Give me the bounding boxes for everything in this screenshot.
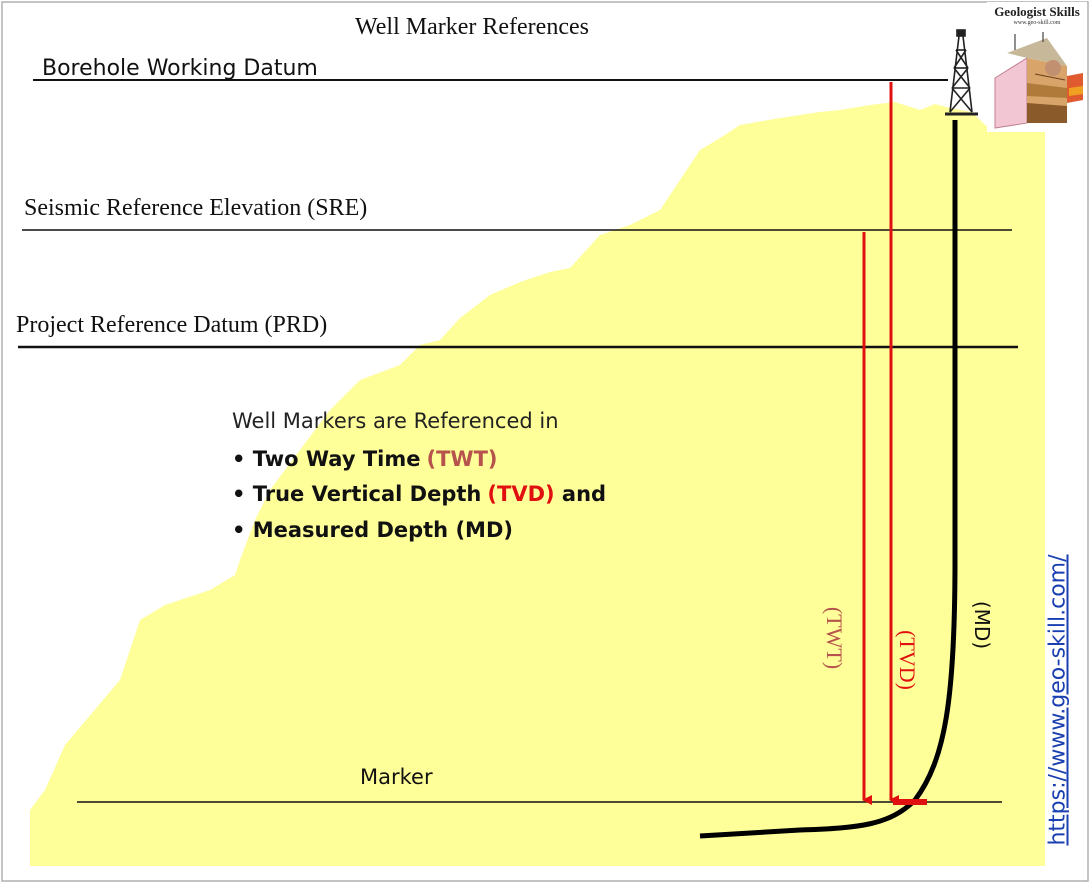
info-tvd-text: True Vertical Depth (253, 482, 482, 506)
logo-title: Geologist Skills (994, 4, 1080, 19)
marker-label: Marker (360, 765, 433, 789)
geo-skill-link[interactable]: https://www.geo-skill.com/ (1045, 554, 1071, 846)
info-item-twt: • Two Way Time (TWT) (232, 447, 498, 471)
derrick-icon (945, 29, 978, 116)
info-item-md: • Measured Depth (MD) (232, 518, 513, 542)
sre-label: Seismic Reference Elevation (SRE) (24, 195, 367, 221)
diagram-title: Well Marker References (355, 14, 589, 40)
info-item-tvd: • True Vertical Depth (TVD) and (232, 482, 606, 506)
bwd-label: Borehole Working Datum (42, 56, 318, 81)
marker-pick (893, 799, 927, 805)
wellbore-path (699, 120, 958, 839)
info-md-text: Measured Depth (MD) (253, 518, 513, 542)
geologist-skills-logo: Geologist Skills www.geo-skill.com (987, 2, 1087, 132)
bullet-icon: • (232, 482, 253, 506)
info-tvd-abbr: (TVD) (487, 482, 554, 506)
info-twt-text: Two Way Time (253, 447, 421, 471)
terrain-fill (30, 102, 1045, 866)
info-twt-abbr: (TWT) (426, 447, 497, 471)
bullet-icon: • (232, 447, 253, 471)
logo-url: www.geo-skill.com (1013, 20, 1061, 26)
twt-label: (TWT) (822, 607, 847, 669)
info-tvd-suffix: and (555, 482, 606, 506)
info-heading: Well Markers are Referenced in (232, 409, 559, 433)
md-label: (MD) (970, 601, 994, 649)
bullet-icon: • (232, 518, 253, 542)
geology-block-icon (994, 32, 1083, 129)
prd-label: Project Reference Datum (PRD) (16, 312, 327, 338)
tvd-label: (TVD) (895, 630, 920, 690)
